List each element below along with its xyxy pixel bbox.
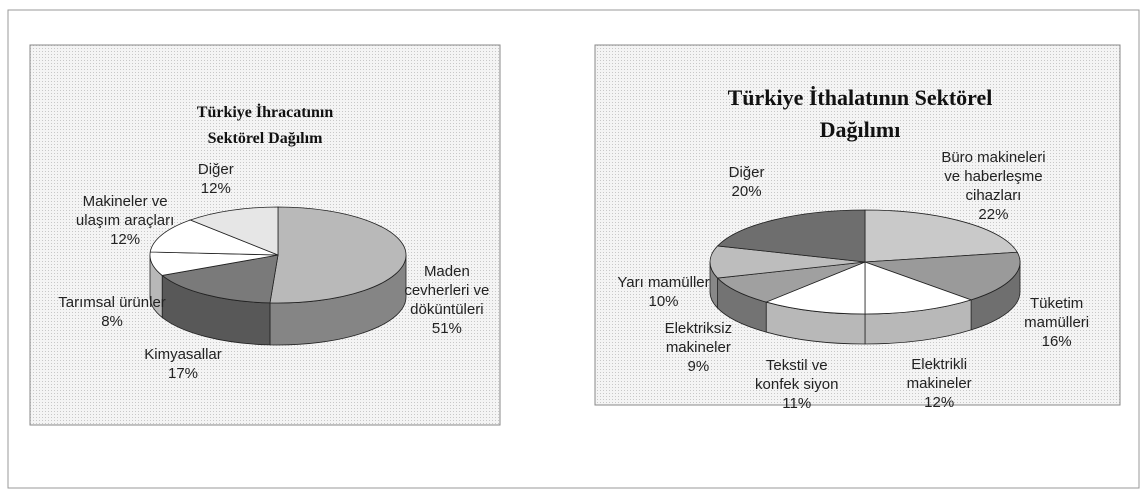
- slice: [161, 254, 279, 304]
- value-label: 9%: [687, 358, 710, 376]
- slice: [149, 219, 279, 256]
- category-label: Yarı mamüller: [617, 274, 710, 291]
- value-label: 17%: [168, 365, 199, 383]
- slice: [764, 261, 866, 315]
- slice: [189, 206, 279, 256]
- category-label: Kimyasallar: [144, 346, 222, 364]
- category-label: Elektriksiz makineler: [664, 320, 733, 357]
- value-label: 11%: [782, 395, 812, 413]
- slice: [716, 209, 866, 263]
- value-label: 12%: [924, 394, 955, 412]
- slice: [709, 245, 866, 279]
- slice-label: Yarı mamüller 10%: [609, 273, 719, 311]
- category-label: Tüketim mamülleri: [1024, 295, 1090, 332]
- category-label: Diğer: [197, 161, 234, 179]
- value-label: 22%: [978, 205, 1009, 223]
- slice-label: Tarımsal ürünler 8%: [57, 293, 167, 331]
- category-label: Tarımsal ürünler: [58, 294, 166, 312]
- value-label: 20%: [731, 183, 762, 201]
- slice-label: Diğer 20%: [692, 163, 802, 201]
- value-label: 12%: [110, 230, 141, 248]
- slice: [864, 261, 973, 315]
- value-label: 8%: [101, 313, 123, 331]
- value-label: 51%: [431, 319, 462, 337]
- chart-title: Türkiye İhracatının Sektörel Dağılım: [196, 104, 334, 147]
- slice-label: Kimyasallar 17%: [128, 345, 238, 383]
- slice-label: Elektrikli makineler 12%: [884, 355, 994, 412]
- category-label: Maden cevherleri ve döküntüleri: [404, 262, 490, 318]
- slice: [269, 206, 407, 304]
- chart-title: Türkiye İthalatının Sektörel Dağılımı: [727, 85, 993, 142]
- category-label: Büro makineleri ve haberleşme cihazları: [941, 148, 1046, 204]
- value-label: 16%: [1041, 333, 1072, 351]
- slice-label: Makineler ve ulaşım araçları 12%: [70, 192, 180, 249]
- slice-label: Tüketim mamülleri 16%: [1002, 294, 1112, 351]
- slice-label: Elektriksiz makineler 9%: [643, 319, 753, 376]
- category-label: Makineler ve ulaşım araçları: [75, 192, 175, 229]
- value-label: 10%: [648, 293, 679, 310]
- category-label: Elektrikli makineler: [906, 356, 972, 393]
- slice: [864, 251, 1021, 301]
- value-label: 12%: [200, 180, 231, 198]
- slice: [864, 209, 1018, 263]
- slice-label: Maden cevherleri ve döküntüleri 51%: [392, 262, 502, 338]
- slice-label: Büro makineleri ve haberleşme cihazları 2…: [938, 148, 1048, 224]
- slice: [716, 261, 866, 303]
- slice-label: Tekstil ve konfek siyon 11%: [742, 356, 852, 413]
- category-label: Diğer: [728, 164, 765, 182]
- category-label: Tekstil ve konfek siyon: [755, 357, 839, 394]
- slice-label: Diğer 12%: [161, 160, 271, 198]
